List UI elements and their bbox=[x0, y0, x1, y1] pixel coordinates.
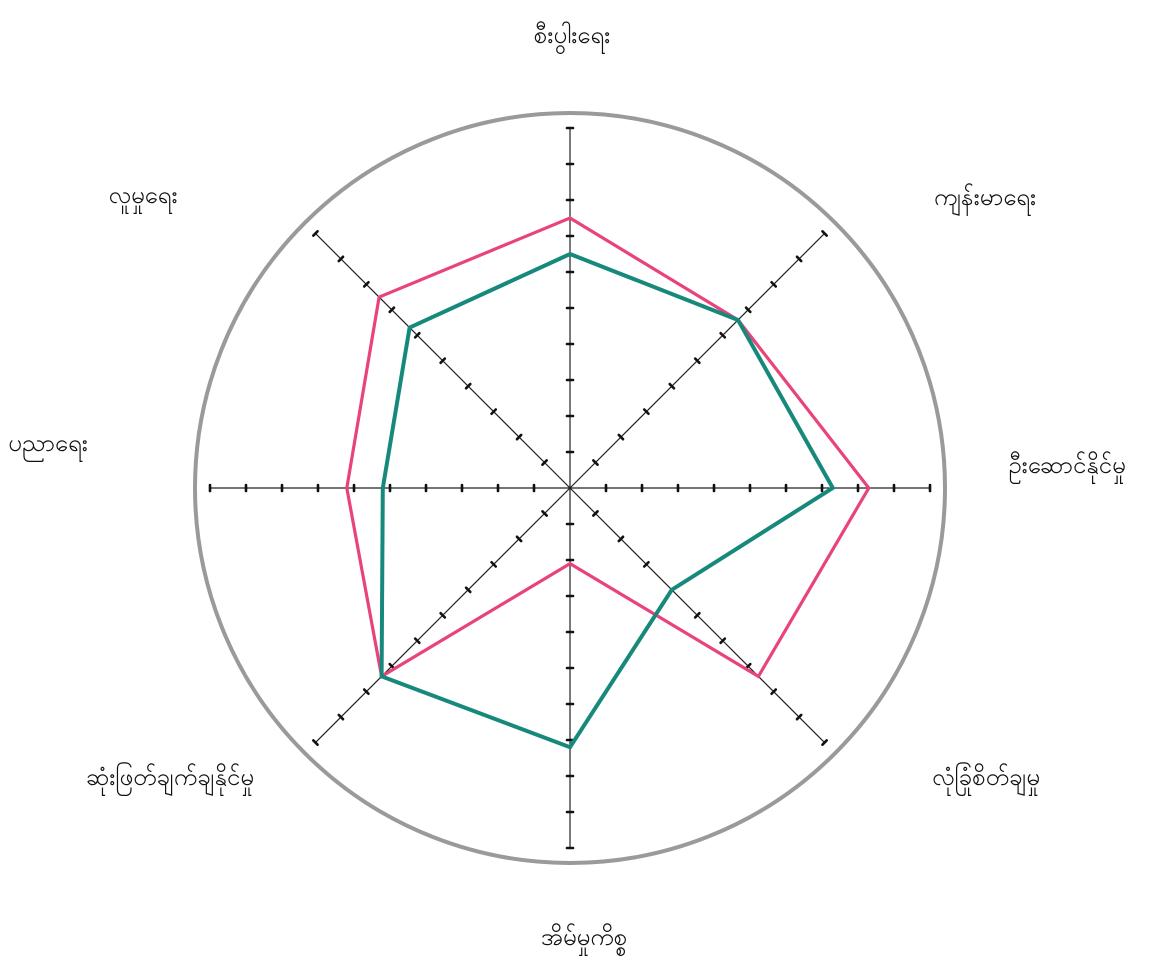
axis-tick bbox=[770, 280, 778, 288]
series-layer bbox=[345, 216, 871, 750]
axis-label-7: ပညာရေး bbox=[8, 429, 88, 462]
axis-tick bbox=[642, 560, 650, 568]
axis-label-3: ဦးဆောင်နိုင်မှု bbox=[1008, 450, 1125, 484]
axis-label-5: အိမ်မှုကိစ္စ bbox=[541, 922, 627, 956]
axis-label-6: ဆုံးဖြတ်ချက်ချနိုင်မှု bbox=[86, 761, 254, 796]
axis-tick bbox=[464, 586, 472, 594]
axis-tick bbox=[821, 739, 828, 746]
axis-label-4: လုံခြုံစိတ်ချမှု bbox=[932, 761, 1040, 796]
grid-layer bbox=[193, 111, 947, 865]
axis-tick bbox=[770, 688, 778, 696]
axis-tick bbox=[337, 255, 345, 263]
axis-tick bbox=[490, 408, 498, 416]
axis-labels: စီးပွါးရေးကျန်းမာရေးဦးဆောင်နိုင်မှုလုံခြ… bbox=[8, 20, 1125, 956]
axis-tick bbox=[795, 713, 803, 721]
axis-tick bbox=[821, 230, 828, 237]
axis-tick bbox=[541, 459, 548, 466]
axis-tick bbox=[464, 382, 472, 390]
axis-tick bbox=[719, 637, 727, 645]
axis-tick bbox=[592, 510, 599, 517]
axis-tick bbox=[337, 713, 345, 721]
axis-tick bbox=[642, 408, 650, 416]
axis-tick bbox=[312, 739, 319, 746]
axis-tick bbox=[617, 535, 625, 543]
series-polygon-1 bbox=[345, 216, 871, 679]
axis-tick bbox=[362, 280, 370, 288]
axis-tick bbox=[439, 357, 447, 365]
axis-tick bbox=[668, 382, 676, 390]
axis-label-8: လူမှုရေး bbox=[108, 181, 177, 214]
axis-tick bbox=[541, 510, 548, 517]
axis-tick bbox=[490, 560, 498, 568]
axis-tick bbox=[515, 433, 523, 441]
axis-tick bbox=[362, 688, 370, 696]
series-polygon-2 bbox=[379, 251, 836, 750]
axis-tick bbox=[413, 331, 421, 339]
axis-tick bbox=[795, 255, 803, 263]
axis-tick bbox=[693, 357, 701, 365]
axis-label-2: ကျန်းမာရေး bbox=[934, 182, 1036, 216]
axis-tick bbox=[693, 611, 701, 619]
axis-tick bbox=[617, 433, 625, 441]
axis-tick bbox=[439, 611, 447, 619]
axis-tick bbox=[388, 306, 396, 314]
axis-tick bbox=[592, 459, 599, 466]
axis-tick bbox=[413, 637, 421, 645]
outer-circle bbox=[193, 111, 947, 865]
axis-label-1: စီးပွါးရေး bbox=[534, 20, 610, 55]
axis-tick bbox=[312, 230, 319, 237]
axis-tick bbox=[515, 535, 523, 543]
axis-tick bbox=[719, 331, 727, 339]
axis-tick bbox=[744, 306, 752, 314]
